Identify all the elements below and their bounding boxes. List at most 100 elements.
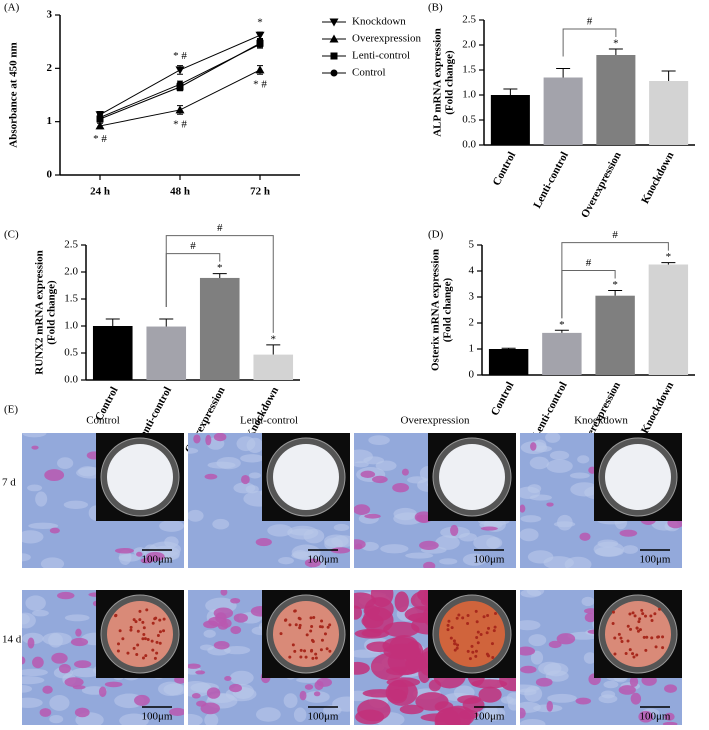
y-tick-label: 0 — [469, 369, 475, 381]
stain-spot — [204, 473, 218, 480]
marker — [95, 121, 105, 130]
dish-stain — [144, 654, 148, 658]
stain-spot — [619, 529, 638, 537]
scale-bar-label: 100μm — [308, 554, 339, 566]
stain-spot — [206, 687, 221, 699]
cell-texture — [49, 695, 70, 711]
cell-texture — [332, 696, 350, 712]
cell-texture — [583, 652, 597, 664]
stain-spot — [22, 656, 26, 665]
dish-stain — [479, 633, 483, 637]
stain-spot — [480, 526, 498, 531]
column-label: Overexpression — [400, 415, 470, 427]
dish-stain — [323, 632, 327, 636]
stain-spot — [450, 524, 459, 536]
dish-stain — [288, 623, 292, 627]
cell-texture — [233, 482, 256, 494]
stain-spot — [49, 527, 60, 534]
dish-stain — [154, 616, 158, 620]
x-tick-label: Knockdown — [244, 385, 281, 441]
cell-texture — [203, 629, 216, 638]
x-tick-label: Control — [491, 150, 519, 188]
cell-texture — [581, 596, 595, 607]
significance-label: * — [612, 279, 618, 291]
dish-stain — [446, 628, 450, 632]
stain-spot — [213, 433, 227, 442]
dish-stain — [141, 656, 145, 660]
dish-stain — [293, 609, 297, 613]
cell-texture — [22, 612, 36, 629]
cell-texture — [199, 644, 214, 651]
stain-spot — [32, 656, 44, 669]
y-tick-label: 1.0 — [462, 89, 476, 101]
row-label: 7 d — [2, 477, 16, 489]
dish-stain — [118, 629, 122, 633]
cell-texture — [549, 450, 570, 460]
dish-stain — [619, 636, 623, 640]
stain-spot — [354, 592, 376, 609]
dish-stain — [309, 616, 313, 620]
significance-label: * — [271, 333, 277, 345]
legend-label: Overexpression — [352, 33, 422, 45]
cell-texture — [216, 456, 241, 470]
significance-label: * # — [253, 79, 267, 91]
dish-stain — [132, 646, 136, 650]
stain-spot — [104, 681, 123, 688]
error-bar — [105, 318, 120, 326]
stain-spot — [394, 591, 409, 613]
y-axis-label: (Fold change) — [46, 280, 58, 345]
dish-stain — [641, 612, 645, 616]
dish-stain — [126, 651, 130, 655]
x-tick-label: 72 h — [250, 186, 270, 198]
micrograph: 100μm — [354, 433, 516, 568]
dish — [605, 444, 671, 510]
panel-label: (A) — [4, 2, 20, 14]
cell-texture — [22, 530, 44, 544]
cell-texture — [368, 435, 390, 446]
stain-spot — [419, 540, 439, 550]
cell-texture — [57, 457, 74, 469]
bracket — [561, 242, 669, 319]
bar — [199, 277, 240, 380]
cell-texture — [543, 662, 569, 677]
dish-stain — [617, 632, 621, 636]
dish-stain — [326, 625, 330, 629]
column-label: Lenti-control — [240, 415, 298, 427]
dish-stain — [132, 618, 136, 622]
stain-spot — [360, 470, 376, 479]
dish-stain — [146, 637, 150, 641]
cell-texture — [435, 535, 460, 550]
y-tick-label: 0.5 — [64, 347, 78, 359]
error-bar — [159, 318, 174, 327]
stain-spot — [416, 514, 423, 521]
stain-spot — [299, 690, 307, 701]
y-tick-label: 2.5 — [64, 239, 78, 251]
dish-stain — [471, 650, 475, 654]
significance-label: * — [613, 38, 619, 50]
scale-bar-label: 100μm — [142, 711, 173, 723]
bracket — [562, 28, 617, 57]
dish-stain — [487, 626, 491, 630]
cell-texture — [291, 551, 321, 560]
y-axis-label: Osterix mRNA expression — [430, 249, 442, 371]
legend-label: Lenti-control — [352, 50, 410, 62]
bar — [595, 295, 635, 375]
stain-spot — [664, 684, 678, 693]
x-tick-label: Lenti-control — [531, 150, 571, 210]
dish-stain — [482, 615, 486, 619]
stain-spot — [354, 539, 366, 550]
y-tick-label: 2 — [469, 317, 475, 329]
stain-spot — [230, 625, 242, 635]
bar — [253, 354, 294, 380]
cell-texture — [293, 707, 307, 723]
marker — [96, 113, 104, 121]
cell-texture — [361, 541, 379, 551]
stain-spot — [520, 504, 526, 513]
dish-stain — [291, 643, 295, 647]
cell-texture — [188, 509, 204, 522]
dish-stain — [298, 617, 302, 621]
dish-stain — [452, 639, 456, 643]
dish-stain — [644, 614, 648, 618]
cell-texture — [78, 466, 98, 477]
dish-stain — [492, 629, 496, 633]
